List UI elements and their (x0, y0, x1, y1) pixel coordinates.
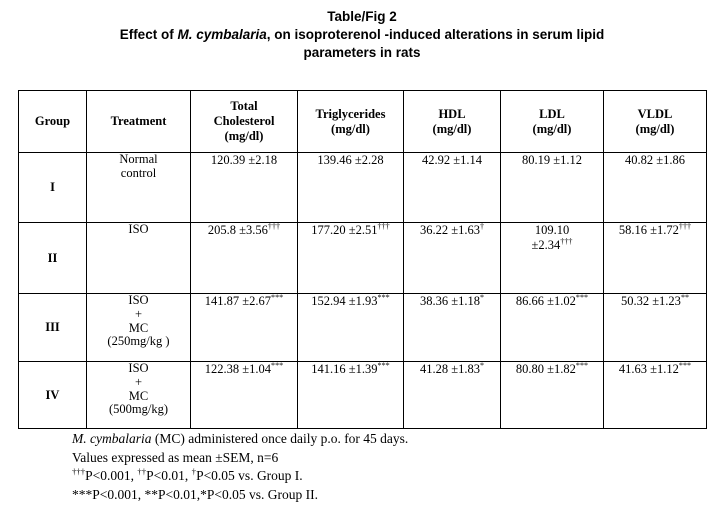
table-row: III ISO + MC (250mg/kg ) 141.87 ±2.67***… (18, 293, 707, 362)
treatment-cell: ISO + MC (250mg/kg ) (86, 293, 191, 362)
treatment-cell: ISO (86, 222, 191, 294)
value-cell-total-cholesterol: 122.38 ±1.04*** (190, 361, 298, 429)
figure-caption-line-2: parameters in rats (303, 45, 421, 60)
value-cell-total-cholesterol: 141.87 ±2.67*** (190, 293, 298, 362)
value-cell-vldl: 50.32 ±1.23** (603, 293, 707, 362)
table-row: II ISO 205.8 ±3.56††† 177.20 ±2.51††† 36… (18, 222, 707, 294)
header-vldl: VLDL (mg/dl) (603, 90, 707, 153)
table-header-row: Group Treatment Total Cholesterol (mg/dl… (18, 90, 707, 153)
value-cell-vldl: 40.82 ±1.86 (603, 152, 707, 223)
value-cell-ldl: 80.80 ±1.82*** (500, 361, 604, 429)
header-total-cholesterol: Total Cholesterol (mg/dl) (190, 90, 298, 153)
value-cell-ldl: 109.10 ±2.34††† (500, 222, 604, 294)
value-cell-hdl: 38.36 ±1.18* (403, 293, 501, 362)
group-cell: III (18, 293, 87, 362)
value-cell-triglycerides: 141.16 ±1.39*** (297, 361, 404, 429)
table-row: IV ISO + MC (500mg/kg) 122.38 ±1.04*** 1… (18, 361, 707, 429)
treatment-cell: Normal control (86, 152, 191, 223)
value-cell-triglycerides: 152.94 ±1.93*** (297, 293, 404, 362)
treatment-cell: ISO + MC (500mg/kg) (86, 361, 191, 429)
header-treatment: Treatment (86, 90, 191, 153)
header-ldl: LDL (mg/dl) (500, 90, 604, 153)
results-table: Group Treatment Total Cholesterol (mg/dl… (18, 90, 707, 429)
value-cell-triglycerides: 139.46 ±2.28 (297, 152, 404, 223)
figure-title-block: Table/Fig 2 Effect of M. cymbalaria, on … (0, 0, 724, 62)
value-cell-vldl: 58.16 ±1.72††† (603, 222, 707, 294)
value-cell-ldl: 86.66 ±1.02*** (500, 293, 604, 362)
value-cell-hdl: 42.92 ±1.14 (403, 152, 501, 223)
value-cell-hdl: 41.28 ±1.83* (403, 361, 501, 429)
value-cell-total-cholesterol: 205.8 ±3.56††† (190, 222, 298, 294)
figure-number: Table/Fig 2 (327, 9, 397, 24)
value-cell-total-cholesterol: 120.39 ±2.18 (190, 152, 298, 223)
footnote-line: ***P<0.001, **P<0.01,*P<0.05 vs. Group I… (72, 486, 318, 502)
footnote-line: Values expressed as mean ±SEM, n=6 (72, 449, 279, 465)
footnotes-block: M. cymbalaria (MC) administered once dai… (72, 430, 408, 504)
value-cell-hdl: 36.22 ±1.63† (403, 222, 501, 294)
header-hdl: HDL (mg/dl) (403, 90, 501, 153)
value-cell-ldl: 80.19 ±1.12 (500, 152, 604, 223)
group-cell: II (18, 222, 87, 294)
value-cell-vldl: 41.63 ±1.12*** (603, 361, 707, 429)
group-cell: IV (18, 361, 87, 429)
footnote-line: M. cymbalaria (MC) administered once dai… (72, 431, 409, 446)
group-cell: I (18, 152, 87, 223)
header-group: Group (18, 90, 87, 153)
figure-caption-line-1: Effect of M. cymbalaria, on isoprotereno… (119, 27, 605, 42)
footnote-line: †††P<0.001, ††P<0.01, †P<0.05 vs. Group … (72, 466, 303, 483)
header-triglycerides: Triglycerides (mg/dl) (297, 90, 404, 153)
table-row: I Normal control 120.39 ±2.18 139.46 ±2.… (18, 152, 707, 223)
value-cell-triglycerides: 177.20 ±2.51††† (297, 222, 404, 294)
